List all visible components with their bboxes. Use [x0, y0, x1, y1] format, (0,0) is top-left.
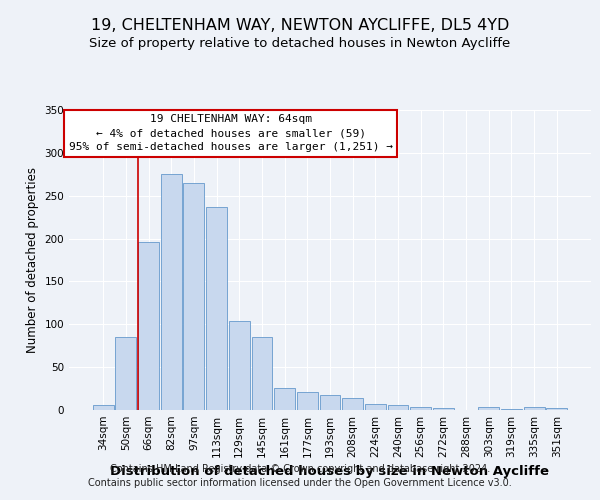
Bar	[138, 242, 159, 410]
Bar	[184, 183, 205, 410]
Bar	[251, 337, 272, 410]
Bar	[410, 408, 431, 410]
Bar	[342, 398, 363, 410]
Bar	[365, 404, 386, 410]
Bar	[206, 207, 227, 410]
X-axis label: Distribution of detached houses by size in Newton Aycliffe: Distribution of detached houses by size …	[110, 466, 550, 478]
Bar	[501, 409, 522, 410]
Bar	[547, 408, 567, 410]
Text: 19, CHELTENHAM WAY, NEWTON AYCLIFFE, DL5 4YD: 19, CHELTENHAM WAY, NEWTON AYCLIFFE, DL5…	[91, 18, 509, 32]
Bar	[93, 405, 113, 410]
Text: Contains HM Land Registry data © Crown copyright and database right 2024.
Contai: Contains HM Land Registry data © Crown c…	[88, 464, 512, 487]
Bar	[320, 396, 340, 410]
Y-axis label: Number of detached properties: Number of detached properties	[26, 167, 39, 353]
Bar	[524, 408, 545, 410]
Bar	[297, 392, 318, 410]
Bar	[433, 408, 454, 410]
Bar	[478, 408, 499, 410]
Bar	[274, 388, 295, 410]
Bar	[388, 405, 409, 410]
Bar	[229, 321, 250, 410]
Bar	[161, 174, 182, 410]
Text: Size of property relative to detached houses in Newton Aycliffe: Size of property relative to detached ho…	[89, 38, 511, 51]
Text: 19 CHELTENHAM WAY: 64sqm
← 4% of detached houses are smaller (59)
95% of semi-de: 19 CHELTENHAM WAY: 64sqm ← 4% of detache…	[69, 114, 393, 152]
Bar	[115, 337, 136, 410]
